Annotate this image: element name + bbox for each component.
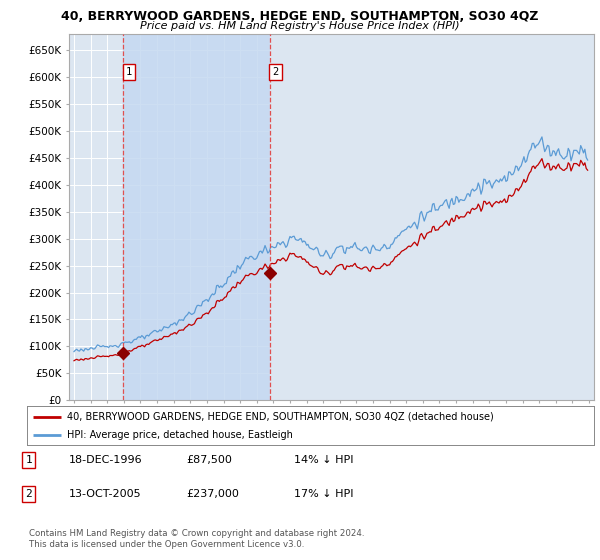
Text: 14% ↓ HPI: 14% ↓ HPI (294, 455, 353, 465)
Text: Contains HM Land Registry data © Crown copyright and database right 2024.
This d: Contains HM Land Registry data © Crown c… (29, 529, 364, 549)
Text: £237,000: £237,000 (186, 489, 239, 499)
Text: 2: 2 (272, 67, 278, 77)
Text: 40, BERRYWOOD GARDENS, HEDGE END, SOUTHAMPTON, SO30 4QZ: 40, BERRYWOOD GARDENS, HEDGE END, SOUTHA… (61, 10, 539, 23)
Text: 1: 1 (125, 67, 132, 77)
Text: 40, BERRYWOOD GARDENS, HEDGE END, SOUTHAMPTON, SO30 4QZ (detached house): 40, BERRYWOOD GARDENS, HEDGE END, SOUTHA… (67, 412, 493, 422)
Text: 1: 1 (25, 455, 32, 465)
Text: 2: 2 (25, 489, 32, 499)
Text: 18-DEC-1996: 18-DEC-1996 (69, 455, 143, 465)
Text: HPI: Average price, detached house, Eastleigh: HPI: Average price, detached house, East… (67, 430, 293, 440)
Text: £87,500: £87,500 (186, 455, 232, 465)
Text: 17% ↓ HPI: 17% ↓ HPI (294, 489, 353, 499)
Text: 13-OCT-2005: 13-OCT-2005 (69, 489, 142, 499)
Bar (123, 34, 269, 400)
Bar (269, 34, 594, 400)
Text: Price paid vs. HM Land Registry's House Price Index (HPI): Price paid vs. HM Land Registry's House … (140, 21, 460, 31)
